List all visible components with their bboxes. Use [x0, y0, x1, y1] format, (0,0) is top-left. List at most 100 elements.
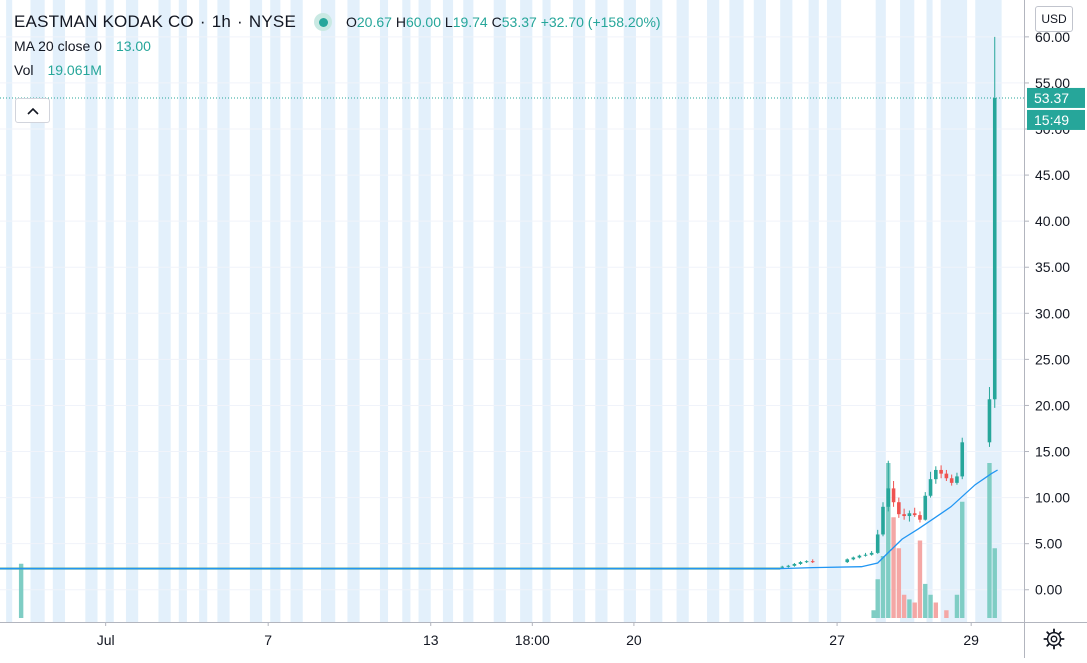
- candle: [949, 474, 954, 486]
- y-tick-label: 5.00: [1035, 536, 1062, 552]
- chart-legend: EASTMAN KODAK CO · 1h · NYSE O20.67 H60.…: [14, 10, 661, 82]
- candle: [810, 559, 815, 564]
- candle: [804, 560, 809, 564]
- candle: [851, 556, 856, 561]
- candle-body: [857, 555, 862, 558]
- candle: [798, 561, 803, 565]
- session-band: [402, 0, 411, 622]
- session-band: [926, 0, 933, 622]
- y-tick-label: 0.00: [1035, 582, 1062, 598]
- session-band: [493, 0, 506, 622]
- session-band: [347, 0, 360, 622]
- session-band: [572, 0, 586, 622]
- vol-label[interactable]: Vol: [14, 62, 34, 78]
- time-axis-background: [0, 622, 1024, 658]
- volume-bar: [891, 517, 896, 618]
- session-band: [379, 0, 389, 622]
- candle: [897, 497, 901, 518]
- x-tick-label: 18:00: [515, 632, 550, 648]
- candle: [845, 558, 850, 564]
- session-band: [249, 0, 263, 622]
- y-tick-label: 15.00: [1035, 444, 1070, 460]
- candle-body: [875, 534, 880, 553]
- y-tick-label: 10.00: [1035, 490, 1070, 506]
- legend-exchange[interactable]: NYSE: [248, 12, 296, 31]
- candle: [944, 469, 949, 482]
- candle: [939, 465, 943, 479]
- candle: [792, 563, 797, 567]
- session-band: [52, 0, 66, 622]
- volume-bar: [875, 579, 880, 618]
- session-band: [270, 0, 281, 622]
- y-tick-label: 35.00: [1035, 259, 1070, 275]
- session-band: [463, 0, 474, 622]
- candle-body: [886, 488, 891, 507]
- volume-bar: [901, 594, 907, 618]
- candle-body: [780, 566, 785, 568]
- gear-icon[interactable]: [1043, 628, 1065, 650]
- session-band: [650, 0, 663, 622]
- session-band: [199, 0, 208, 622]
- candle: [902, 508, 906, 520]
- session-band: [158, 0, 171, 622]
- session-band: [707, 0, 720, 622]
- x-tick-label: 13: [423, 632, 439, 648]
- low-value: 19.74: [452, 14, 488, 30]
- volume-bar: [944, 610, 949, 618]
- candle-body: [939, 469, 943, 474]
- candle-body: [902, 514, 906, 517]
- candle: [863, 552, 868, 557]
- session-band: [30, 0, 45, 622]
- legend-interval[interactable]: 1h: [211, 12, 232, 31]
- currency-button[interactable]: USD: [1035, 6, 1073, 32]
- volume-bar: [923, 583, 928, 618]
- collapse-legend-button[interactable]: [15, 98, 50, 123]
- candle-body: [845, 559, 850, 563]
- x-tick-label: Jul: [97, 632, 115, 648]
- x-tick-label: 29: [963, 632, 979, 648]
- candle-body: [810, 561, 815, 563]
- high-value: 60.00: [405, 14, 441, 30]
- change-value: +32.70 (+158.20%): [540, 14, 661, 30]
- legend-symbol[interactable]: EASTMAN KODAK CO: [14, 12, 194, 31]
- candle: [928, 471, 933, 498]
- legend-ohlc: O20.67 H60.00 L19.74 C53.37 +32.70 (+158…: [346, 12, 661, 32]
- candle-body: [891, 488, 896, 503]
- session-band: [542, 0, 551, 622]
- vol-value: 19.061M: [47, 62, 102, 78]
- y-tick-label: 40.00: [1035, 213, 1070, 229]
- session-band: [595, 0, 608, 622]
- candle: [875, 529, 880, 554]
- volume-bar: [992, 548, 997, 618]
- legend-separator: ·: [237, 12, 243, 31]
- session-band: [623, 0, 636, 622]
- open-value: 20.67: [356, 14, 392, 30]
- candle: [960, 437, 965, 480]
- volume-bar: [954, 594, 960, 618]
- candlesticks: [780, 36, 997, 569]
- candle: [881, 502, 885, 537]
- volume-bar: [871, 610, 876, 618]
- y-tick-label: 20.00: [1035, 397, 1070, 413]
- candle: [918, 511, 922, 523]
- price-axis-background: [1024, 0, 1087, 658]
- legend-main-row: EASTMAN KODAK CO · 1h · NYSE O20.67 H60.…: [14, 10, 661, 34]
- session-band: [105, 0, 114, 622]
- status-dot-icon: [314, 13, 332, 31]
- open-label: O: [346, 14, 357, 30]
- candle-body: [934, 469, 938, 480]
- y-tick-label: 25.00: [1035, 351, 1070, 367]
- session-band: [6, 0, 13, 622]
- legend-ma-row: MA 20 close 0 13.00: [14, 34, 661, 58]
- ma-label[interactable]: MA 20 close 0: [14, 38, 102, 54]
- y-tick-label: 60.00: [1035, 29, 1070, 45]
- candle: [912, 507, 917, 517]
- candle-body: [912, 513, 917, 516]
- chevron-up-icon: [26, 107, 39, 115]
- x-tick-label: 7: [264, 632, 272, 648]
- countdown-label: 15:49: [1034, 112, 1069, 128]
- chart-grid: [0, 36, 1024, 591]
